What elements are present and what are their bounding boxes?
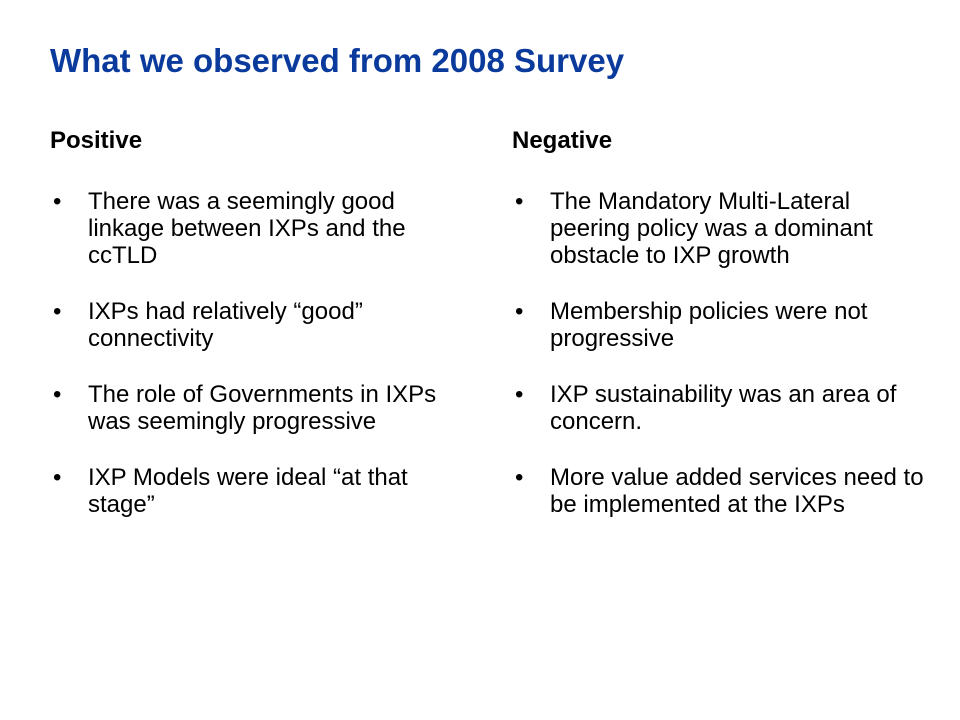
- list-item-text: More value added services need to be imp…: [550, 464, 924, 518]
- list-item-text: IXP sustainability was an area of concer…: [550, 381, 897, 435]
- list-item-text: IXPs had relatively “good” connectivity: [88, 298, 363, 352]
- list-item-text: The Mandatory Multi-Lateral peering poli…: [550, 188, 873, 269]
- list-item: • IXP Models were ideal “at that stage”: [50, 464, 470, 518]
- list-item-text: IXP Models were ideal “at that stage”: [88, 464, 408, 518]
- slide-title: What we observed from 2008 Survey: [50, 42, 625, 79]
- bullet-icon: •: [515, 298, 524, 325]
- positive-list: • There was a seemingly good linkage betw…: [50, 188, 470, 518]
- bullet-icon: •: [53, 298, 62, 325]
- positive-heading: Positive: [50, 127, 143, 154]
- negative-heading: Negative: [512, 127, 613, 154]
- list-item-text: Membership policies were not progressive: [550, 298, 868, 352]
- positive-column: Positive • There was a seemingly good lin…: [50, 127, 470, 547]
- negative-column: Negative • The Mandatory Multi-Lateral pe…: [512, 127, 932, 547]
- list-item: • IXP sustainability was an area of conce…: [512, 381, 932, 435]
- list-item: • The role of Governments in IXPs was see…: [50, 381, 470, 435]
- bullet-icon: •: [515, 381, 524, 408]
- negative-list: • The Mandatory Multi-Lateral peering pol…: [512, 188, 932, 518]
- list-item: • There was a seemingly good linkage betw…: [50, 188, 470, 269]
- list-item-text: The role of Governments in IXPs was seem…: [88, 381, 437, 435]
- bullet-icon: •: [515, 188, 524, 215]
- bullet-icon: •: [515, 464, 524, 491]
- bullet-icon: •: [53, 188, 62, 215]
- list-item-text: There was a seemingly good linkage betwe…: [88, 188, 406, 269]
- bullet-icon: •: [53, 464, 62, 491]
- list-item: • IXPs had relatively “good” connectivity: [50, 298, 470, 352]
- list-item: • The Mandatory Multi-Lateral peering pol…: [512, 188, 932, 269]
- bullet-icon: •: [53, 381, 62, 408]
- list-item: • More value added services need to be im…: [512, 464, 932, 518]
- list-item: • Membership policies were not progressiv…: [512, 298, 932, 352]
